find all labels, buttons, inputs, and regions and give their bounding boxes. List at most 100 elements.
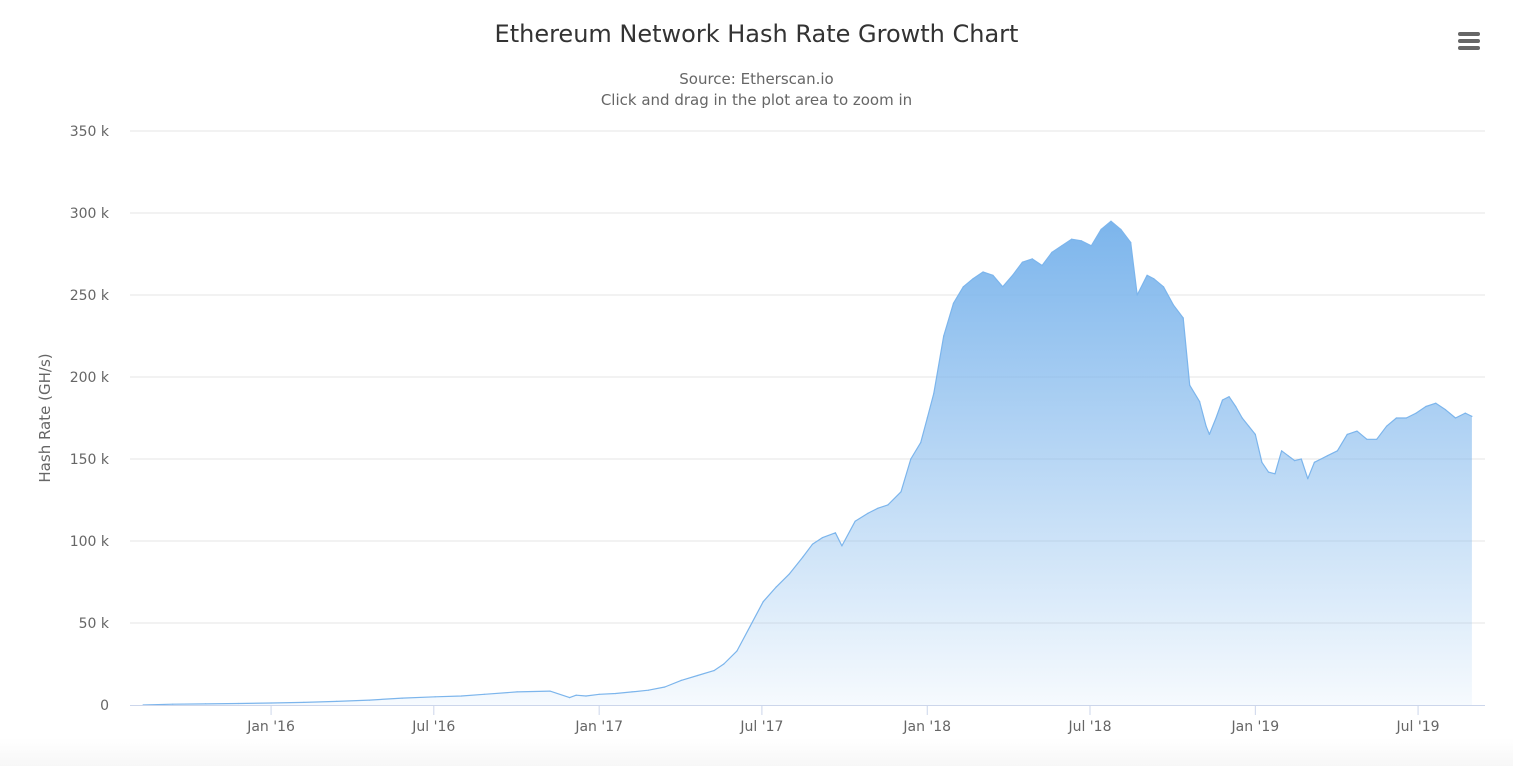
data-point <box>762 601 764 603</box>
x-tick-label: Jul '16 <box>411 719 455 735</box>
data-point <box>549 690 551 692</box>
data-point <box>697 674 699 677</box>
data-point <box>1320 458 1322 460</box>
data-point <box>1090 245 1092 247</box>
data-point <box>237 702 239 705</box>
data-point <box>962 286 964 288</box>
data-point <box>811 543 814 545</box>
data-point <box>1241 417 1243 419</box>
data-point <box>1300 458 1302 460</box>
data-point <box>434 696 436 698</box>
data-point <box>972 278 974 280</box>
y-tick-label: 200 k <box>70 370 110 386</box>
y-tick-label: 350 k <box>70 124 110 140</box>
data-point <box>1182 317 1184 319</box>
gridlines <box>130 130 1485 624</box>
data-point <box>1287 455 1289 457</box>
data-point <box>1356 430 1358 432</box>
series-layer <box>142 220 1473 706</box>
hamburger-menu-icon-bar <box>1458 39 1480 43</box>
data-point <box>569 697 571 699</box>
data-point <box>1326 455 1329 457</box>
data-point <box>920 442 922 444</box>
data-point <box>1228 396 1230 398</box>
data-point <box>1120 228 1122 230</box>
data-point <box>723 663 725 665</box>
data-point <box>270 702 272 704</box>
y-tick-label: 250 k <box>70 288 110 304</box>
data-point <box>575 694 577 696</box>
data-point <box>1346 433 1348 435</box>
data-point <box>1146 274 1148 276</box>
data-point <box>1415 412 1417 414</box>
data-point <box>1205 425 1207 427</box>
data-point <box>1281 450 1283 452</box>
data-point <box>336 700 338 703</box>
data-point <box>952 302 955 304</box>
data-point <box>664 686 666 688</box>
data-point <box>1100 228 1102 230</box>
data-point <box>1189 384 1191 386</box>
data-point <box>1136 294 1138 296</box>
data-point <box>1208 433 1210 435</box>
data-point <box>1445 409 1447 411</box>
data-point <box>1080 240 1083 242</box>
data-point <box>1110 220 1112 222</box>
data-point <box>401 697 403 699</box>
data-point <box>1471 415 1473 417</box>
data-point <box>1294 460 1296 462</box>
data-point <box>877 507 879 509</box>
y-tick-label: 150 k <box>70 452 110 468</box>
data-point <box>303 701 305 704</box>
data-point <box>1248 425 1250 427</box>
series-area <box>143 221 1472 705</box>
series-line[interactable] <box>143 220 1473 706</box>
data-point <box>1199 401 1201 403</box>
subtitle-source: Source: Etherscan.io <box>679 70 834 88</box>
x-tick-label: Jan '17 <box>574 719 623 735</box>
data-point <box>1061 245 1063 247</box>
data-point <box>598 693 600 695</box>
data-point <box>1366 438 1368 440</box>
data-point <box>926 417 928 419</box>
y-axis-title: Hash Rate (GH/s) <box>36 353 54 482</box>
data-point <box>1172 304 1174 306</box>
hamburger-menu-icon <box>1458 32 1480 36</box>
data-point <box>1274 473 1276 475</box>
data-point <box>1254 433 1256 435</box>
data-point <box>585 695 587 697</box>
data-point <box>992 274 994 276</box>
chart-menu-button[interactable] <box>1452 28 1486 58</box>
data-point <box>788 573 791 575</box>
data-point <box>841 545 843 547</box>
data-point <box>821 537 823 539</box>
x-tick-label: Jul '18 <box>1067 719 1111 735</box>
data-point <box>1313 461 1315 463</box>
x-tick-label: Jan '19 <box>1230 719 1279 735</box>
data-point <box>516 691 518 693</box>
data-point <box>1261 461 1263 463</box>
data-point <box>1307 478 1309 480</box>
data-point <box>854 520 856 522</box>
y-tick-label: 300 k <box>70 206 110 222</box>
axes: 0 50 k 100 k 150 k 200 k 250 k 300 k 350 k Jan '… <box>70 124 1485 735</box>
chart-subtitle: Source: Etherscan.io Click and drag in t… <box>0 69 1513 111</box>
data-point <box>483 693 485 695</box>
y-tick-label: 0 <box>100 698 109 714</box>
data-point <box>749 625 751 627</box>
x-tick-label: Jan '18 <box>902 719 951 735</box>
data-point <box>910 458 912 460</box>
data-point <box>1454 417 1457 419</box>
data-point <box>1051 251 1053 253</box>
data-point <box>1405 417 1407 419</box>
data-point <box>982 271 984 273</box>
data-point <box>615 692 617 695</box>
data-point <box>1267 471 1270 473</box>
data-point <box>1395 417 1397 419</box>
data-point <box>887 504 889 506</box>
data-point <box>1215 417 1217 419</box>
data-point <box>172 703 174 705</box>
data-point <box>1235 405 1237 408</box>
page-bottom-fade <box>0 738 1513 766</box>
